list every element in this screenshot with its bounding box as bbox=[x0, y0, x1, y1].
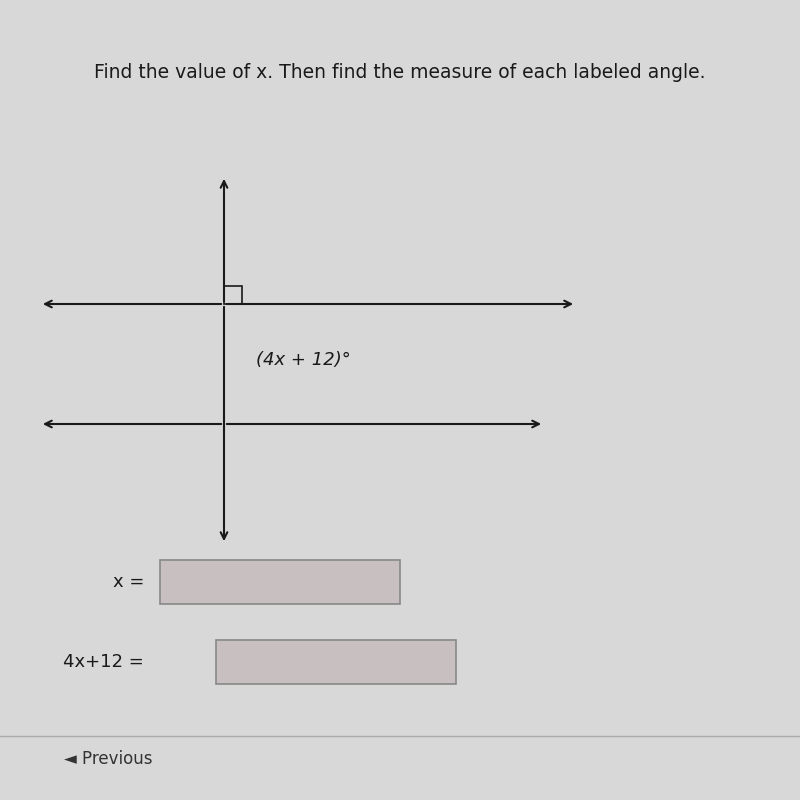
Text: ◄ Previous: ◄ Previous bbox=[64, 750, 153, 768]
Text: (4x + 12)°: (4x + 12)° bbox=[256, 351, 350, 369]
Text: 4x+12 =: 4x+12 = bbox=[63, 653, 144, 671]
Bar bbox=[216, 640, 456, 684]
Bar bbox=[160, 560, 400, 604]
Text: x =: x = bbox=[113, 573, 144, 591]
Text: Find the value of x. Then find the measure of each labeled angle.: Find the value of x. Then find the measu… bbox=[94, 62, 706, 82]
